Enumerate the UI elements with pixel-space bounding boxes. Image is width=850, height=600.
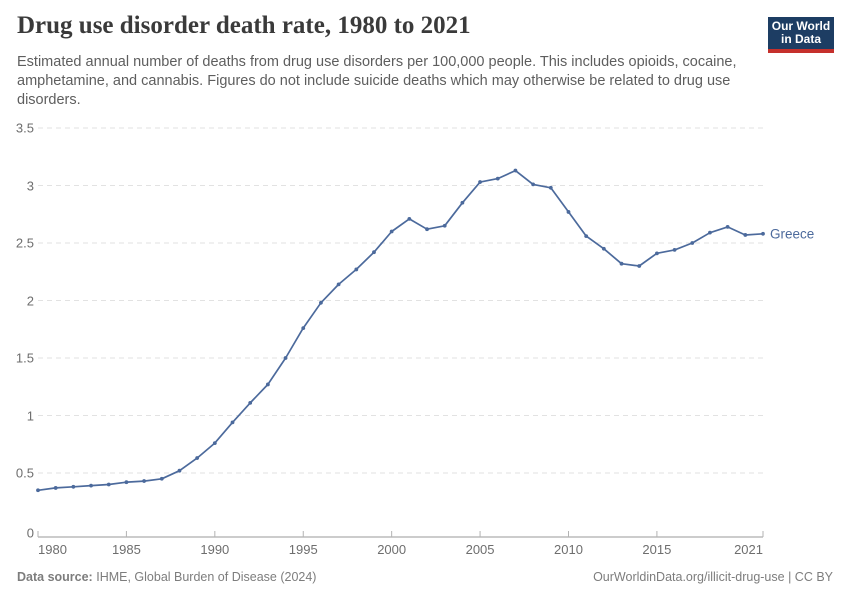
data-point[interactable] [372,250,376,255]
data-point[interactable] [725,225,730,229]
data-point[interactable] [354,267,359,272]
data-point[interactable] [195,456,200,460]
data-point[interactable] [619,261,624,266]
y-tick-label: 0 [26,525,34,541]
series-label-greece[interactable]: Greece [770,226,815,242]
chart-footer: Data source: IHME, Global Burden of Dise… [17,570,833,584]
data-point[interactable] [743,233,748,237]
data-line-greece[interactable] [37,169,764,492]
y-tick-label: 3 [26,178,34,193]
x-tick-label: 1995 [288,542,318,557]
data-point[interactable] [584,234,589,239]
data-point[interactable] [212,441,217,445]
data-point[interactable] [389,229,394,234]
data-point[interactable] [690,241,695,245]
x-tick-label: 2021 [734,542,763,557]
data-point[interactable] [177,468,182,473]
data-source-text: Data source: IHME, Global Burden of Dise… [17,570,316,584]
data-point[interactable] [655,251,659,256]
data-point[interactable] [265,382,270,387]
data-point[interactable] [637,264,642,268]
y-tick-label: 2.5 [15,235,34,251]
data-point[interactable] [425,227,429,232]
data-point[interactable] [548,185,553,190]
data-source-label: Data source: [17,570,93,584]
owid-logo-line1: Our World [771,19,831,33]
owid-logo[interactable]: Our World in Data [768,17,834,53]
y-tick-label: 1 [26,408,34,423]
owid-logo-stripe [768,49,834,53]
chart-title: Drug use disorder death rate, 1980 to 20… [17,12,471,39]
x-tick-label: 2005 [465,542,495,557]
data-point[interactable] [708,230,712,235]
data-point[interactable] [495,176,500,181]
data-point[interactable] [442,223,447,228]
data-point[interactable] [283,356,288,360]
y-tick-label: 3.5 [15,120,34,136]
y-tick-label: 1.5 [15,350,34,366]
data-point[interactable] [230,420,235,425]
x-tick-label: 1980 [38,542,67,557]
y-tick-label: 2 [26,293,34,308]
data-point[interactable] [106,482,111,487]
data-point[interactable] [53,486,58,490]
footer-separator: | [784,570,795,584]
data-point[interactable] [407,216,412,221]
x-tick-label: 2000 [377,542,407,557]
data-point[interactable] [124,480,129,485]
data-point[interactable] [142,479,146,483]
data-point[interactable] [71,484,76,489]
data-point[interactable] [478,180,482,184]
owid-logo-text: Our World in Data [768,17,834,49]
data-point[interactable] [301,326,306,330]
x-tick-label: 2015 [642,542,672,557]
data-point[interactable] [36,488,40,493]
x-tick-label: 1985 [111,542,141,557]
cc-by-link[interactable]: CC BY [794,570,833,584]
data-point[interactable] [159,476,164,481]
x-tick-label: 2010 [554,542,583,557]
owid-logo-line2: in Data [780,32,821,46]
footer-links: OurWorldinData.org/illicit-drug-use | CC… [593,570,833,584]
data-point[interactable] [248,400,253,405]
x-tick-label: 1990 [200,542,230,557]
data-point[interactable] [89,483,93,488]
y-tick-label: 0.5 [15,465,34,481]
data-point[interactable] [460,200,465,205]
data-source-value: IHME, Global Burden of Disease (2024) [96,570,317,584]
data-point[interactable] [672,248,677,252]
data-point[interactable] [513,168,518,173]
data-point[interactable] [319,300,323,305]
data-point[interactable] [336,282,341,287]
data-point[interactable] [761,231,765,236]
chart-subtitle: Estimated annual number of deaths from d… [17,54,737,108]
data-point[interactable] [531,182,536,187]
owid-url-link[interactable]: OurWorldinData.org/illicit-drug-use [593,570,785,584]
data-point[interactable] [601,246,606,251]
data-point[interactable] [566,210,571,214]
